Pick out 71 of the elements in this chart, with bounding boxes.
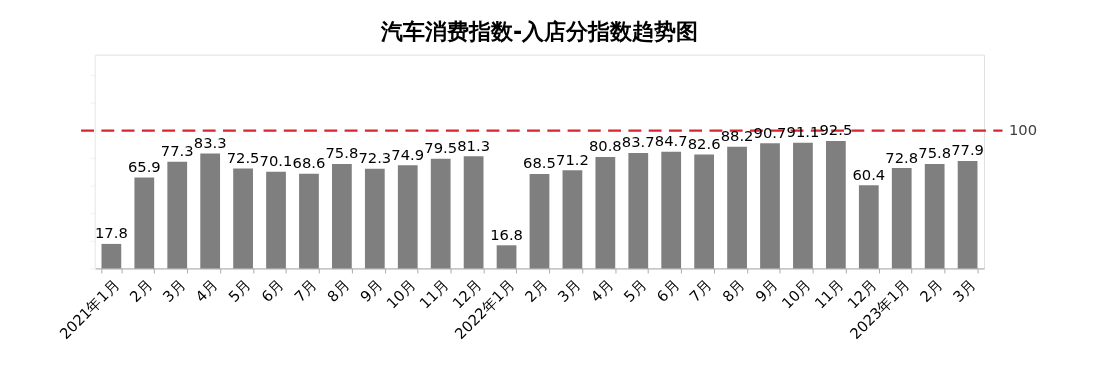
x-tick-label: 8月 [323, 275, 353, 306]
bar [299, 173, 319, 269]
data-label: 60.4 [852, 165, 886, 183]
data-label: 92.5 [819, 121, 853, 139]
bar [529, 173, 550, 269]
bar [825, 140, 846, 269]
bar [661, 151, 682, 269]
x-tick-label: 4月 [191, 275, 222, 306]
bar [793, 142, 813, 269]
x-tick-label: 5月 [620, 275, 650, 306]
x-tick-label: 3月 [554, 275, 584, 306]
bar [266, 171, 286, 269]
bar [957, 161, 978, 269]
data-label: 82.6 [687, 135, 721, 153]
x-tick-label: 3月 [949, 275, 979, 306]
x-tick-label: 3月 [159, 275, 189, 306]
x-tick-label: 8月 [718, 275, 749, 306]
data-label: 71.2 [556, 150, 589, 168]
bar [760, 143, 780, 269]
data-label: 84.7 [654, 132, 688, 150]
data-label: 68.5 [523, 154, 556, 172]
x-tick-label: 6月 [653, 275, 683, 306]
data-label: 74.9 [391, 145, 425, 163]
data-label: 77.3 [160, 142, 194, 160]
bar [397, 165, 418, 269]
bar [694, 154, 715, 269]
data-label: 72.5 [226, 148, 260, 166]
x-tick-label: 11月 [811, 275, 847, 312]
bar [430, 158, 451, 269]
data-label: 72.8 [885, 148, 919, 166]
chart-title: 汽车消费指数-入店分指数趋势图 [379, 18, 699, 45]
data-label: 65.9 [127, 158, 161, 176]
data-label: 75.8 [918, 144, 952, 162]
x-tick-label: 2月 [126, 275, 156, 306]
data-label: 81.3 [457, 136, 491, 154]
data-label: 75.8 [325, 144, 359, 162]
data-label: 83.3 [193, 134, 227, 152]
ref-line-label: 100 [1008, 121, 1038, 139]
data-label: 88.2 [720, 127, 754, 145]
bar [562, 170, 583, 269]
bar [233, 168, 253, 269]
bar [332, 163, 352, 269]
bar [924, 163, 945, 269]
bar [167, 161, 188, 269]
data-label: 16.8 [490, 225, 523, 243]
bar [101, 243, 122, 269]
bar [134, 177, 155, 269]
data-label: 68.6 [292, 154, 326, 172]
bar [200, 153, 221, 269]
bar [463, 156, 484, 269]
data-label: 79.5 [424, 139, 458, 157]
bar [595, 157, 616, 269]
bar [496, 245, 517, 269]
x-tick-label: 7月 [290, 275, 321, 306]
x-tick-label: 2月 [916, 275, 946, 306]
x-tick-label: 4月 [587, 275, 617, 306]
bar [727, 146, 747, 269]
x-tick-label: 6月 [257, 275, 288, 306]
x-tick-label: 2月 [521, 275, 551, 306]
data-label: 72.3 [358, 149, 392, 167]
bar [364, 168, 385, 269]
data-label: 77.9 [951, 141, 984, 159]
bar [858, 185, 879, 269]
data-label: 17.8 [94, 224, 128, 242]
bar [891, 168, 912, 269]
x-tick-label: 5月 [224, 275, 255, 306]
data-label: 70.1 [259, 152, 293, 170]
data-label: 80.8 [588, 137, 622, 155]
x-tick-label: 7月 [685, 275, 716, 306]
data-label: 83.7 [621, 133, 655, 151]
bar [628, 153, 649, 269]
